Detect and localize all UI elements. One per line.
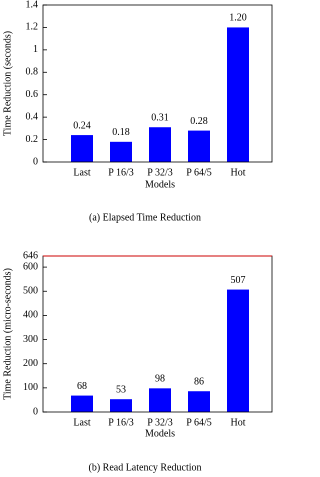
x-tick-label: P 16/3 xyxy=(108,167,133,178)
y-tick-label: 100 xyxy=(23,382,38,393)
value-label: 1.20 xyxy=(229,13,247,24)
y-tick-label: 1 xyxy=(33,44,38,55)
bar xyxy=(149,127,171,162)
x-axis-label: Models xyxy=(145,428,175,439)
value-label: 0.28 xyxy=(190,116,208,127)
bar xyxy=(71,135,93,162)
x-tick-label: P 32/3 xyxy=(147,417,172,428)
value-label: 0.31 xyxy=(151,113,169,124)
y-tick-label: 1.2 xyxy=(26,22,39,33)
bar xyxy=(110,141,132,162)
y-tick-label: 300 xyxy=(23,334,38,345)
y-axis-label: Time Reduction (micro-seconds) xyxy=(2,268,13,400)
bar xyxy=(227,289,249,412)
value-label: 68 xyxy=(77,381,87,392)
value-label: 53 xyxy=(116,384,126,395)
x-tick-label: Hot xyxy=(231,167,246,178)
y-tick-label: 0 xyxy=(33,156,38,167)
y-tick-label: 0 xyxy=(33,406,38,417)
x-tick-label: P 64/5 xyxy=(186,167,211,178)
y-tick-label: 500 xyxy=(23,286,38,297)
value-label: 98 xyxy=(155,374,165,385)
x-tick-label: Last xyxy=(73,167,90,178)
value-label: 0.18 xyxy=(112,127,130,138)
x-tick-label: P 16/3 xyxy=(108,417,133,428)
bar xyxy=(71,395,93,412)
bar xyxy=(188,391,210,412)
caption: (b) Read Latency Reduction xyxy=(88,462,201,473)
plot-frame xyxy=(42,4,273,163)
y-tick-label: 1.4 xyxy=(26,0,39,10)
y-tick-label: 0.4 xyxy=(26,111,39,122)
caption: (a) Elapsed Time Reduction xyxy=(89,212,201,223)
value-label: 0.24 xyxy=(73,120,91,131)
x-tick-label: P 32/3 xyxy=(147,167,172,178)
bar xyxy=(227,27,249,162)
y-axis-label: Time Reduction (seconds) xyxy=(2,31,13,136)
y-tick-label: 0.2 xyxy=(26,134,39,145)
y-tick-label: 200 xyxy=(23,358,38,369)
x-tick-label: P 64/5 xyxy=(186,417,211,428)
figure: 0 0.2 0.4 0.6 0.8 1 1.2 1.4 0.24 Last 0.18 P 16/3 0.… xyxy=(2,0,273,473)
value-label: 86 xyxy=(194,377,204,388)
x-tick-label: Hot xyxy=(231,417,246,428)
bar xyxy=(188,130,210,162)
bar xyxy=(149,388,171,412)
y-tick-label: 0.6 xyxy=(26,89,39,100)
x-axis-label: Models xyxy=(145,179,175,190)
bar xyxy=(110,399,132,412)
y-tick-label: 600 xyxy=(23,261,38,272)
y-tick-label: 0.8 xyxy=(26,67,39,78)
value-label: 507 xyxy=(231,275,246,286)
y-tick-label: 646 xyxy=(23,250,38,261)
y-tick-label: 400 xyxy=(23,310,38,321)
x-tick-label: Last xyxy=(73,417,90,428)
